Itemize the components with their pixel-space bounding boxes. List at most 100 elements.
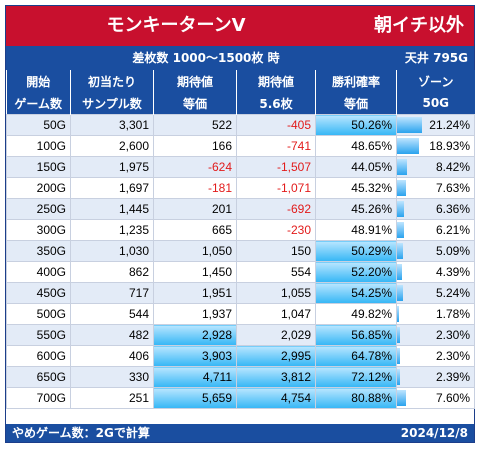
header-ev-sub: 等価: [153, 92, 237, 115]
cell-ev56: -741: [236, 135, 316, 157]
subtitle: 差枚数 1000〜1500枚 時: [132, 51, 280, 65]
header-start-sub: ゲーム数: [6, 92, 71, 115]
cell-start: 350G: [6, 240, 71, 262]
footer-bar: やめゲーム数：2Gで計算 2024/12/8: [6, 424, 474, 442]
cell-ev56: 2,029: [236, 324, 316, 346]
table-row: 700G 251 5,659 4,754 80.88% 7.60%: [6, 387, 475, 409]
page-title: モンキーターンV: [106, 15, 246, 36]
cell-ev56: -230: [236, 219, 316, 241]
zone-value: 5.09%: [435, 244, 470, 258]
cell-ev56: -692: [236, 198, 316, 220]
table-row: 550G 482 2,928 2,029 56.85% 2.30%: [6, 324, 475, 346]
zone-value: 7.63%: [435, 181, 470, 195]
cell-ev: 665: [153, 219, 237, 241]
cell-ev56: 2,995: [236, 345, 316, 367]
cell-samples: 330: [70, 366, 154, 388]
table-row: 350G 1,030 1,050 150 50.29% 5.09%: [6, 240, 475, 262]
cell-ev: 5,659: [153, 387, 237, 409]
table-row: 450G 717 1,951 1,055 54.25% 5.24%: [6, 282, 475, 304]
zone-value: 2.39%: [435, 370, 470, 384]
zone-bar: [397, 327, 400, 343]
cell-win-rate: 48.91%: [315, 219, 397, 241]
header-zone: ゾーン: [396, 70, 475, 92]
cell-samples: 717: [70, 282, 154, 304]
table-row: 300G 1,235 665 -230 48.91% 6.21%: [6, 219, 475, 241]
cell-samples: 1,975: [70, 156, 154, 178]
cell-ev56: -1,507: [236, 156, 316, 178]
zone-bar: [397, 159, 407, 175]
cell-win-rate: 72.12%: [315, 366, 397, 388]
cell-ev56: -1,071: [236, 177, 316, 199]
cell-win-rate: 64.78%: [315, 345, 397, 367]
zone-bar: [397, 243, 403, 259]
zone-value: 4.39%: [435, 265, 470, 279]
header-start: 開始: [6, 70, 71, 92]
cell-zone: 4.39%: [396, 261, 475, 283]
cell-ev: 4,711: [153, 366, 237, 388]
cell-start: 250G: [6, 198, 71, 220]
cell-ev: 166: [153, 135, 237, 157]
cell-zone: 8.42%: [396, 156, 475, 178]
header-zone-sub: 50G: [396, 92, 475, 115]
cell-samples: 406: [70, 345, 154, 367]
cell-samples: 1,445: [70, 198, 154, 220]
cell-zone: 7.60%: [396, 387, 475, 409]
cell-start: 600G: [6, 345, 71, 367]
cell-win-rate: 56.85%: [315, 324, 397, 346]
zone-value: 8.42%: [435, 160, 470, 174]
cell-start: 50G: [6, 114, 71, 136]
cell-ev: 2,928: [153, 324, 237, 346]
cell-start: 400G: [6, 261, 71, 283]
cell-win-rate: 54.25%: [315, 282, 397, 304]
cell-samples: 862: [70, 261, 154, 283]
footer-date: 2024/12/8: [400, 426, 468, 440]
cell-start: 450G: [6, 282, 71, 304]
cell-start: 300G: [6, 219, 71, 241]
zone-bar: [397, 180, 406, 196]
table-body: 50G 3,301 522 -405 50.26% 21.24% 100G 2,600 166-…: [6, 114, 475, 409]
stats-panel: モンキーターンV 朝イチ以外 差枚数 1000〜1500枚 時 天井 795G …: [5, 5, 475, 443]
cell-ev56: 1,055: [236, 282, 316, 304]
zone-bar: [397, 117, 422, 133]
cell-zone: 5.09%: [396, 240, 475, 262]
cell-zone: 6.21%: [396, 219, 475, 241]
zone-value: 21.24%: [429, 118, 470, 132]
header-ev: 期待値: [153, 70, 237, 92]
zone-bar: [397, 264, 403, 280]
cell-start: 650G: [6, 366, 71, 388]
zone-bar: [397, 201, 405, 217]
table-row: 150G 1,975 -624 -1,507 44.05% 8.42%: [6, 156, 475, 178]
header-ev56: 期待値: [236, 70, 316, 92]
zone-value: 6.21%: [435, 223, 470, 237]
cell-ev: 1,951: [153, 282, 237, 304]
cell-samples: 2,600: [70, 135, 154, 157]
cell-ev: 201: [153, 198, 237, 220]
zone-value: 18.93%: [429, 139, 470, 153]
cell-start: 100G: [6, 135, 71, 157]
cell-samples: 482: [70, 324, 154, 346]
cell-win-rate: 48.65%: [315, 135, 397, 157]
zone-value: 2.30%: [435, 349, 470, 363]
cell-ev56: 150: [236, 240, 316, 262]
header-samples-sub: サンプル数: [70, 92, 154, 115]
zone-value: 1.78%: [435, 307, 470, 321]
cell-ev: 522: [153, 114, 237, 136]
cell-ev56: 3,812: [236, 366, 316, 388]
table-row: 400G 862 1,450 554 52.20% 4.39%: [6, 261, 475, 283]
cell-zone: 18.93%: [396, 135, 475, 157]
cell-ev: 3,903: [153, 345, 237, 367]
cell-zone: 2.30%: [396, 345, 475, 367]
footer-note: やめゲーム数：2Gで計算: [12, 426, 150, 440]
expected-value-table: 開始 初当たり 期待値 期待値 勝利確率 ゾーン ゲーム数 サンプル数 等価 5…: [6, 70, 475, 409]
zone-value: 2.30%: [435, 328, 470, 342]
cell-zone: 1.78%: [396, 303, 475, 325]
zone-bar: [397, 306, 400, 322]
cell-win-rate: 45.26%: [315, 198, 397, 220]
cell-win-rate: 45.32%: [315, 177, 397, 199]
header-win: 勝利確率: [315, 70, 397, 92]
cell-ev: 1,450: [153, 261, 237, 283]
cell-samples: 1,697: [70, 177, 154, 199]
cell-samples: 544: [70, 303, 154, 325]
cell-start: 500G: [6, 303, 71, 325]
zone-bar: [397, 222, 405, 238]
